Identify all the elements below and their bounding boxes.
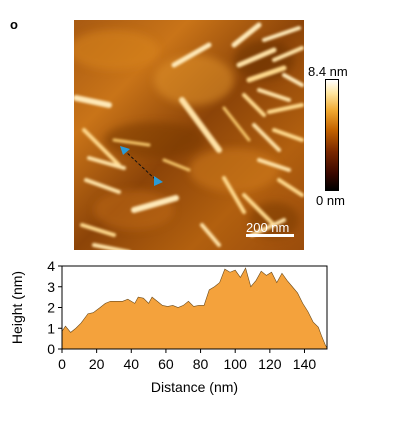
x-tick-label: 60 — [158, 356, 174, 372]
y-tick-label: 1 — [47, 320, 55, 336]
x-axis-label: Distance (nm) — [151, 379, 238, 395]
scalebar-line — [246, 234, 294, 237]
y-tick-label: 0 — [47, 341, 55, 357]
colorbar-min-label: 0 nm — [316, 193, 345, 208]
height-profile-area — [61, 267, 328, 350]
x-tick-label: 0 — [58, 356, 66, 372]
y-tick-label: 2 — [47, 300, 55, 316]
colorbar-max-label: 8.4 nm — [308, 64, 348, 79]
scalebar-label: 200 nm — [246, 220, 290, 235]
y-tick-label: 4 — [47, 258, 55, 274]
profile-start-marker — [120, 146, 130, 155]
profile-end-marker — [154, 176, 163, 186]
y-axis-label: Height (nm) — [9, 271, 25, 344]
x-tick-label: 20 — [89, 356, 105, 372]
y-tick-label: 3 — [47, 279, 55, 295]
x-tick-label: 140 — [293, 356, 317, 372]
height-profile-chart: 0 20 40 60 80 100 120 140 0 1 2 3 4 Distance (nm) H… — [9, 258, 328, 395]
x-tick-label: 40 — [123, 356, 139, 372]
colorbar — [325, 79, 339, 191]
x-tick-label: 80 — [193, 356, 209, 372]
x-tick-label: 120 — [258, 356, 282, 372]
x-tick-label: 100 — [224, 356, 248, 372]
afm-height-image — [74, 20, 304, 250]
panel-label: o — [10, 17, 18, 32]
